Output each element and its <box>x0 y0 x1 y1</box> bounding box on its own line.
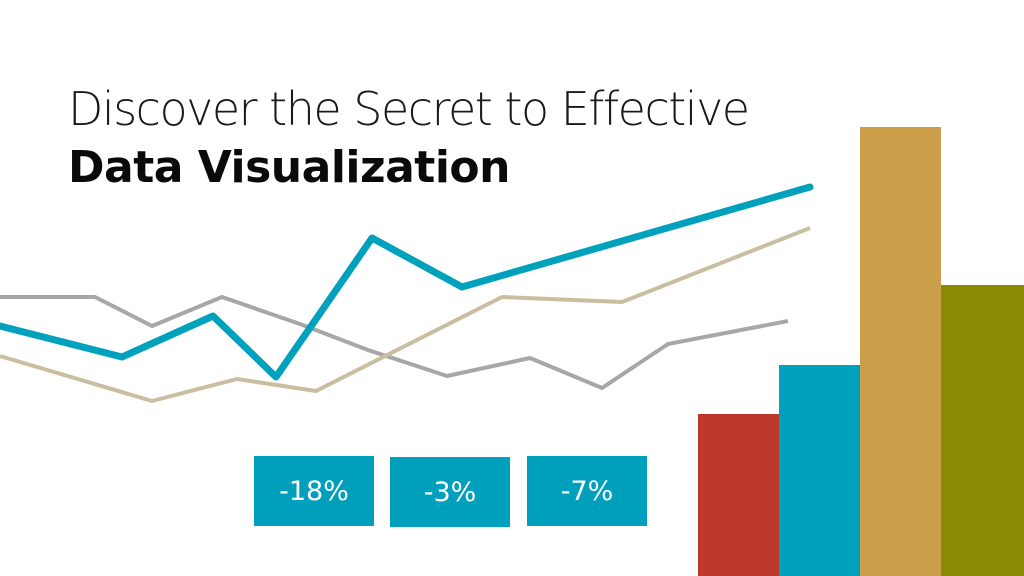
headline-line-1: Discover the Secret to Effective <box>68 82 750 136</box>
red-bar <box>698 414 779 576</box>
sand-trend-line <box>0 226 811 403</box>
teal-trend-line <box>0 183 814 381</box>
olive-bar <box>941 285 1024 576</box>
percent-badge-3: -7% <box>527 456 647 526</box>
gray-trend-line <box>0 295 789 390</box>
percent-badge-1: -18% <box>254 456 374 526</box>
teal-bar <box>779 365 860 576</box>
gold-bar <box>860 127 941 576</box>
headline-line-2: Data Visualization <box>68 142 510 193</box>
percent-badge-2: -3% <box>390 457 510 527</box>
